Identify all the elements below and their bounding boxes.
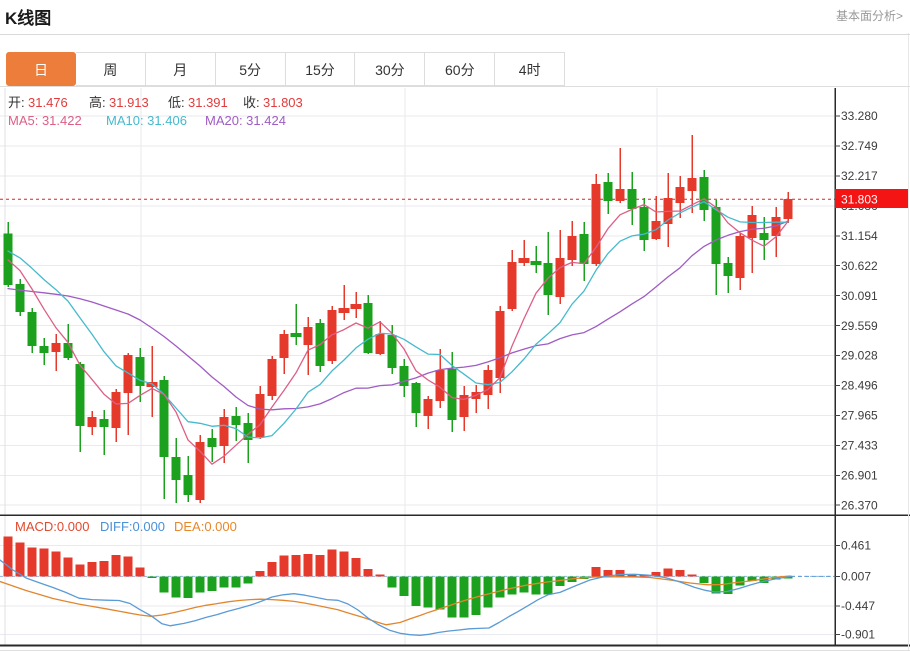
svg-text:收:: 收: — [243, 95, 260, 110]
svg-text:0.007: 0.007 — [841, 570, 871, 584]
svg-text:30.622: 30.622 — [841, 259, 878, 273]
svg-text:31.913: 31.913 — [109, 95, 149, 110]
svg-text:33.280: 33.280 — [841, 109, 878, 123]
svg-text:31.391: 31.391 — [188, 95, 228, 110]
svg-text:高:: 高: — [89, 95, 106, 110]
svg-text:MA5: 31.422: MA5: 31.422 — [8, 113, 82, 128]
svg-text:DIFF:0.000: DIFF:0.000 — [100, 519, 165, 534]
svg-text:26.901: 26.901 — [841, 469, 878, 483]
svg-text:29.559: 29.559 — [841, 319, 878, 333]
svg-text:27.433: 27.433 — [841, 439, 878, 453]
svg-text:-0.447: -0.447 — [841, 599, 875, 613]
svg-text:32.217: 32.217 — [841, 169, 878, 183]
svg-text:28.496: 28.496 — [841, 379, 878, 393]
svg-text:30.091: 30.091 — [841, 289, 878, 303]
svg-text:29.028: 29.028 — [841, 349, 878, 363]
svg-text:MA20: 31.424: MA20: 31.424 — [205, 113, 286, 128]
svg-text:低:: 低: — [168, 95, 185, 110]
svg-text:MACD:0.000: MACD:0.000 — [15, 519, 89, 534]
svg-text:26.370: 26.370 — [841, 498, 878, 512]
svg-text:DEA:0.000: DEA:0.000 — [174, 519, 237, 534]
svg-text:0.461: 0.461 — [841, 539, 871, 553]
svg-text:31.154: 31.154 — [841, 229, 878, 243]
svg-text:31.803: 31.803 — [841, 193, 878, 207]
svg-text:-0.901: -0.901 — [841, 628, 875, 642]
svg-text:开:: 开: — [8, 95, 25, 110]
svg-text:MA10: 31.406: MA10: 31.406 — [106, 113, 187, 128]
svg-text:31.476: 31.476 — [28, 95, 68, 110]
svg-text:31.803: 31.803 — [263, 95, 303, 110]
svg-text:32.749: 32.749 — [841, 139, 878, 153]
svg-text:27.965: 27.965 — [841, 409, 878, 423]
